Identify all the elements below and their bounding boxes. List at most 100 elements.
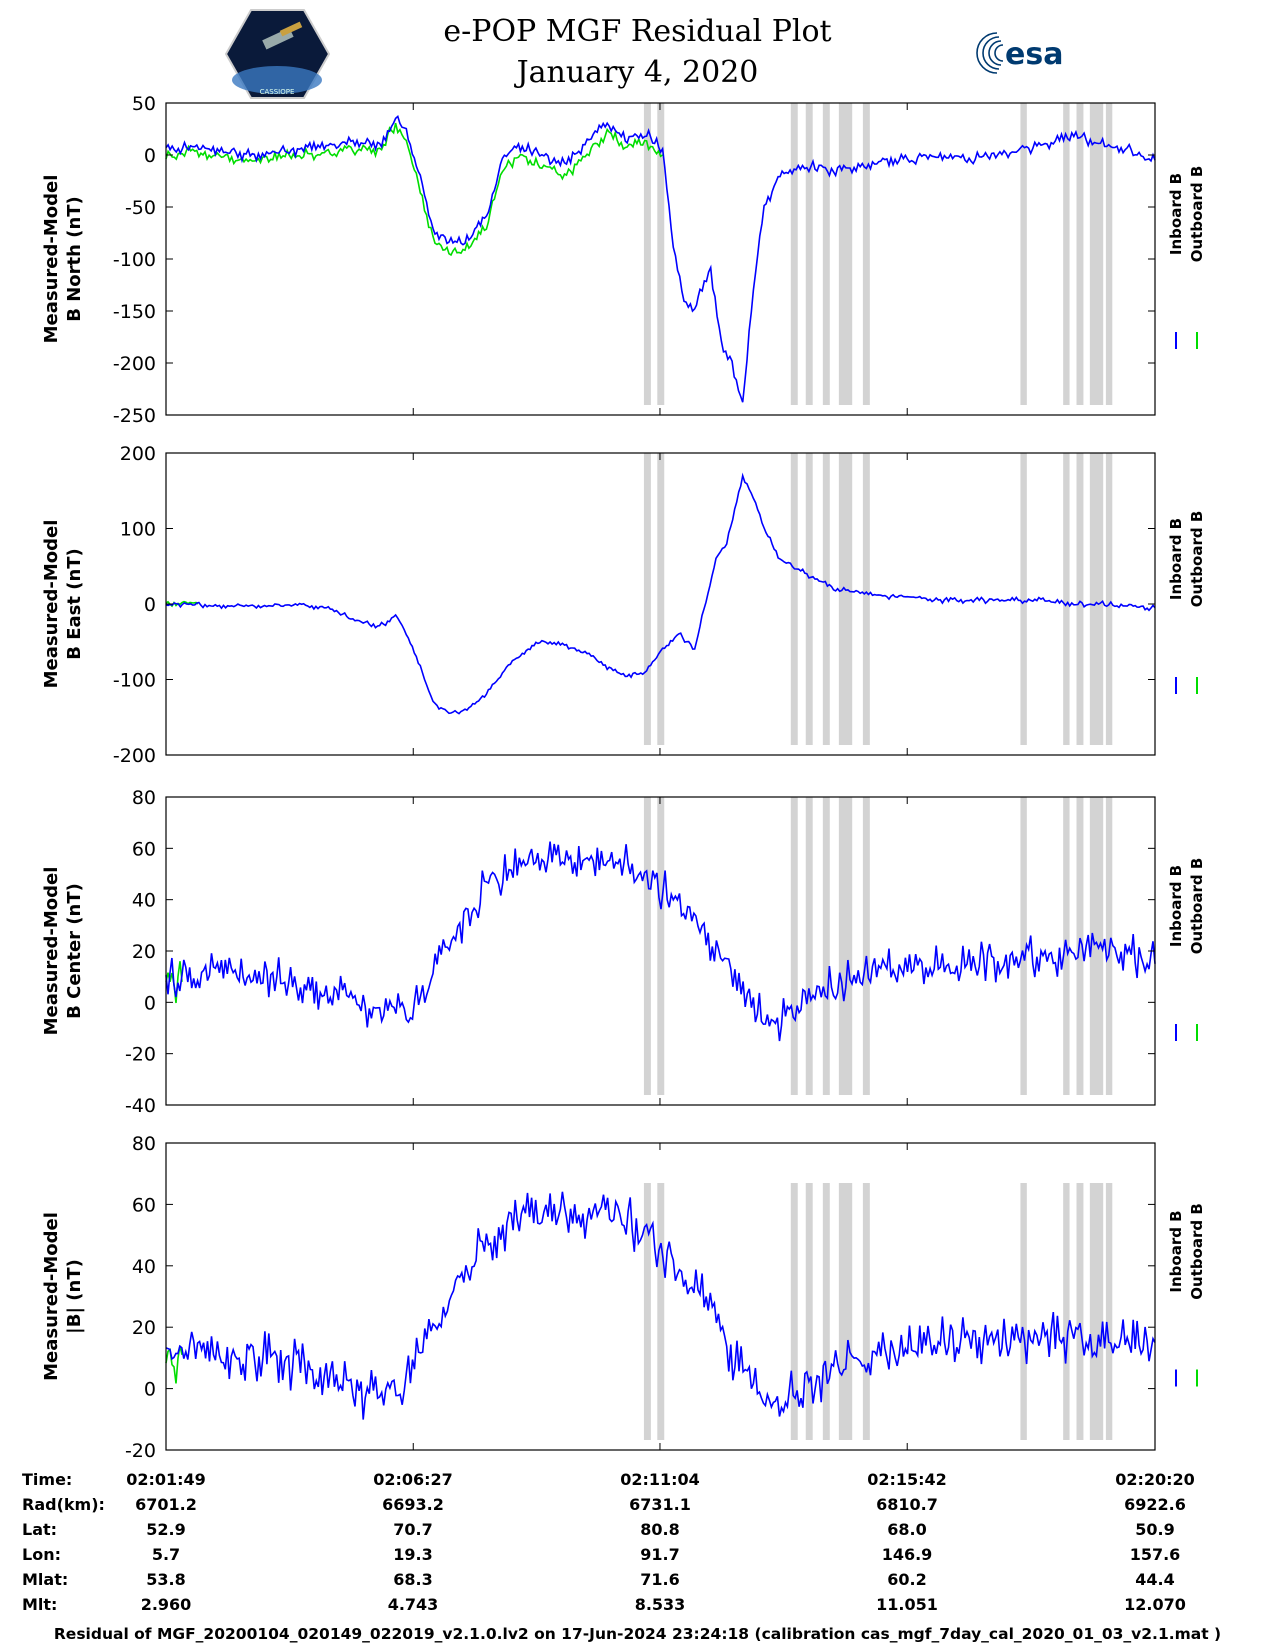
info-cell: 4.743	[387, 1595, 439, 1614]
legend-label-inboard: Inboard B	[1167, 518, 1185, 600]
y-tick-label: 40	[132, 890, 156, 912]
data-gap-bar	[862, 103, 870, 405]
info-cell: 02:20:20	[1115, 1470, 1195, 1489]
data-gap-bar	[838, 797, 853, 1095]
y-tick-label: 0	[144, 594, 156, 616]
data-gap-bar	[1076, 103, 1084, 405]
y-tick-label: -150	[113, 301, 156, 323]
data-gap-bar	[1020, 1183, 1027, 1440]
data-gap-bar	[657, 1183, 665, 1440]
data-gap-bar	[822, 103, 830, 405]
data-gap-bar	[643, 797, 651, 1095]
y-axis-label: Measured-Model	[41, 1212, 62, 1381]
y-axis-label: B East (nT)	[64, 548, 85, 660]
data-gap-bar	[838, 1183, 853, 1440]
chart-title-line1: e-POP MGF Residual Plot	[443, 14, 832, 49]
data-gap-bar	[1089, 103, 1104, 405]
data-gap-bar	[805, 1183, 813, 1440]
data-gap-bar	[790, 453, 798, 745]
legend-label-inboard: Inboard B	[1167, 1210, 1185, 1292]
info-cell: 6731.1	[629, 1495, 691, 1514]
info-cell: 53.8	[146, 1570, 186, 1589]
data-gap-bar	[1020, 797, 1027, 1095]
data-gap-bar	[1105, 103, 1113, 405]
info-row-label: Time:	[22, 1470, 73, 1489]
series-line	[165, 1345, 183, 1384]
y-tick-label: 0	[144, 145, 156, 167]
data-gap-bar	[1089, 797, 1104, 1095]
y-tick-label: 0	[144, 992, 156, 1014]
series-line	[165, 122, 664, 257]
y-tick-label: 20	[132, 1317, 156, 1339]
info-cell: 12.070	[1124, 1595, 1186, 1614]
info-cell: 52.9	[146, 1520, 186, 1539]
info-cell: 6922.6	[1124, 1495, 1186, 1514]
data-gap-bar	[805, 103, 813, 405]
y-tick-label: 0	[144, 1379, 156, 1401]
data-gap-bar	[643, 1183, 651, 1440]
info-cell: 44.4	[1135, 1570, 1175, 1589]
data-gap-bar	[822, 797, 830, 1095]
y-tick-label: -20	[125, 1440, 156, 1462]
y-tick-label: 60	[132, 1194, 156, 1216]
series-line	[165, 841, 1156, 1042]
info-cell: 6810.7	[876, 1495, 938, 1514]
info-cell: 60.2	[887, 1570, 927, 1589]
data-gap-bar	[657, 103, 665, 405]
chart-title-line2: January 4, 2020	[516, 55, 759, 90]
legend-label-inboard: Inboard B	[1167, 173, 1185, 255]
y-tick-label: 100	[120, 519, 156, 541]
info-cell: 02:06:27	[373, 1470, 453, 1489]
data-gap-bar	[805, 797, 813, 1095]
info-cell: 2.960	[140, 1595, 192, 1614]
data-gap-bar	[1076, 1183, 1084, 1440]
data-gap-bar	[1076, 797, 1084, 1095]
info-cell: 5.7	[151, 1545, 181, 1564]
data-gap-bar	[838, 453, 853, 745]
info-cell: 91.7	[640, 1545, 680, 1564]
data-gap-bar	[862, 797, 870, 1095]
data-gap-bar	[838, 103, 853, 405]
series-line	[165, 472, 1156, 715]
y-tick-label: -200	[113, 745, 156, 767]
info-cell: 02:11:04	[620, 1470, 700, 1489]
y-axis-label: Measured-Model	[41, 520, 62, 689]
info-cell: 146.9	[881, 1545, 933, 1564]
y-tick-label: 40	[132, 1256, 156, 1278]
data-gap-bar	[862, 1183, 870, 1440]
info-row-label: Lon:	[22, 1545, 61, 1564]
y-axis-label: B Center (nT)	[64, 883, 85, 1019]
plot-frame	[165, 1142, 1156, 1451]
y-tick-label: 80	[132, 1133, 156, 1155]
data-gap-bar	[1089, 453, 1104, 745]
y-tick-label: -100	[113, 670, 156, 692]
y-tick-label: 60	[132, 838, 156, 860]
y-axis-label: |B| (nT)	[64, 1259, 85, 1334]
data-gap-bar	[1105, 453, 1113, 745]
info-cell: 19.3	[393, 1545, 433, 1564]
data-gap-bar	[1105, 1183, 1113, 1440]
y-tick-label: 200	[120, 443, 156, 465]
series-line	[165, 114, 1156, 403]
esa-logo-text: esa	[1005, 37, 1063, 72]
y-tick-label: -200	[113, 353, 156, 375]
info-cell: 71.6	[640, 1570, 680, 1589]
y-axis-label: B North (nT)	[64, 196, 85, 322]
footer-caption: Residual of MGF_20200104_020149_022019_v…	[53, 1625, 1222, 1643]
data-gap-bar	[790, 1183, 798, 1440]
info-row-label: Mlt:	[22, 1595, 58, 1614]
info-cell: 8.533	[634, 1595, 686, 1614]
info-cell: 02:01:49	[126, 1470, 206, 1489]
info-cell: 11.051	[876, 1595, 938, 1614]
cassiope-logo-text: CASSIOPE	[260, 88, 295, 96]
info-row-label: Rad(km):	[22, 1495, 105, 1514]
data-gap-bar	[1063, 453, 1070, 745]
info-cell: 6693.2	[382, 1495, 444, 1514]
y-tick-label: -40	[125, 1095, 156, 1117]
info-cell: 70.7	[393, 1520, 433, 1539]
data-gap-bar	[643, 453, 651, 745]
data-gap-bar	[862, 453, 870, 745]
info-cell: 02:15:42	[867, 1470, 947, 1489]
y-axis-label: Measured-Model	[41, 867, 62, 1036]
